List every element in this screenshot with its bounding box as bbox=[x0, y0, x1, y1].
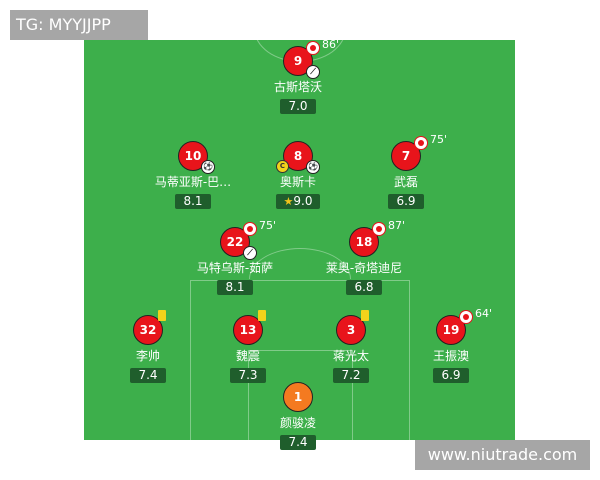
player-name: 王振澳 bbox=[432, 349, 469, 363]
rating-value: 6.9 bbox=[441, 368, 461, 382]
goal-ball-icon: ⚽ bbox=[201, 160, 215, 174]
player-name: 莱奥-奇塔迪尼 bbox=[325, 261, 403, 275]
player-name: 武磊 bbox=[393, 175, 418, 189]
player-number: 22 bbox=[226, 235, 244, 249]
player-3[interactable]: 3 蒋光太 7.2 bbox=[281, 310, 421, 383]
sub-time: 87' bbox=[388, 219, 406, 232]
player-number: 10 bbox=[184, 149, 202, 163]
player-number-badge: 3 bbox=[336, 310, 369, 345]
goal-ball-icon: ⚽ bbox=[306, 160, 320, 174]
yellow-card-icon bbox=[361, 310, 369, 321]
substitution-off-icon bbox=[243, 222, 257, 236]
rating-value: 7.3 bbox=[238, 368, 258, 382]
player-name: 马蒂亚斯-巴… bbox=[154, 175, 232, 189]
player-number: 32 bbox=[139, 323, 157, 337]
assist-icon: ⟋ bbox=[306, 65, 320, 79]
rating-value: 8.1 bbox=[225, 280, 245, 294]
player-9[interactable]: 9 86' ⟋ 古斯塔沃 7.0 bbox=[228, 39, 368, 114]
player-number: 7 bbox=[401, 149, 411, 163]
yellow-card-icon bbox=[158, 310, 166, 321]
rating-value: 6.8 bbox=[354, 280, 374, 294]
player-number-badge: 32 bbox=[133, 310, 166, 345]
rating-value: 8.1 bbox=[183, 194, 203, 208]
star-icon: ★ bbox=[283, 195, 294, 208]
player-18[interactable]: 18 87' 莱奥-奇塔迪尼 6.8 bbox=[294, 220, 434, 295]
substitution-off-icon bbox=[459, 310, 473, 324]
player-number: 8 bbox=[293, 149, 303, 163]
player-number-badge: 8 ⚽ C bbox=[276, 141, 320, 174]
player-rating: ★9.0 bbox=[275, 194, 321, 209]
rating-value: 7.0 bbox=[288, 99, 308, 113]
player-rating: 7.4 bbox=[130, 368, 166, 383]
player-number-badge: 1 bbox=[283, 382, 313, 412]
sub-time: 86' bbox=[322, 38, 340, 51]
rating-value: 7.4 bbox=[288, 435, 308, 449]
player-7[interactable]: 7 75' 武磊 6.9 bbox=[336, 134, 476, 209]
player-number: 18 bbox=[355, 235, 373, 249]
player-32[interactable]: 32 李帅 7.4 bbox=[78, 310, 218, 383]
player-rating: 8.1 bbox=[175, 194, 211, 209]
player-name: 古斯塔沃 bbox=[273, 80, 322, 94]
player-name: 李帅 bbox=[135, 349, 160, 363]
player-name: 颜骏凌 bbox=[279, 416, 316, 430]
watermark-site: www.niutrade.com bbox=[415, 440, 590, 470]
assist-icon: ⟋ bbox=[243, 246, 257, 260]
watermark-tg: TG: MYYJJPP bbox=[10, 10, 148, 40]
substitution-off-icon bbox=[414, 136, 428, 150]
player-rating: 6.9 bbox=[388, 194, 424, 209]
rating-value: 6.9 bbox=[396, 194, 416, 208]
player-name: 马特乌斯-茹萨 bbox=[196, 261, 274, 275]
player-number: 1 bbox=[293, 390, 303, 404]
captain-icon: C bbox=[276, 160, 289, 173]
player-number: 9 bbox=[293, 54, 303, 68]
player-number-badge: 7 75' bbox=[391, 134, 447, 171]
rating-value: 9.0 bbox=[293, 194, 313, 208]
player-rating: 7.2 bbox=[333, 368, 369, 383]
player-name: 魏震 bbox=[235, 349, 260, 363]
rating-value: 7.4 bbox=[138, 368, 158, 382]
player-number: 13 bbox=[239, 323, 257, 337]
player-13[interactable]: 13 魏震 7.3 bbox=[178, 310, 318, 383]
player-name: 蒋光太 bbox=[332, 349, 369, 363]
player-number-badge: 22 75' ⟋ bbox=[220, 220, 276, 260]
rating-value: 7.2 bbox=[341, 368, 361, 382]
player-rating: 7.4 bbox=[280, 435, 316, 450]
player-number: 19 bbox=[442, 323, 460, 337]
sub-time: 75' bbox=[259, 219, 277, 232]
player-rating: 8.1 bbox=[217, 280, 253, 295]
player-rating: 7.3 bbox=[230, 368, 266, 383]
penalty-box bbox=[190, 280, 410, 440]
substitution-off-icon bbox=[372, 222, 386, 236]
player-number-badge: 9 86' ⟋ bbox=[283, 39, 339, 79]
player-number-badge: 13 bbox=[233, 310, 266, 345]
player-1[interactable]: 1 颜骏凌 7.4 bbox=[228, 382, 368, 450]
player-name: 奥斯卡 bbox=[279, 175, 316, 189]
player-number: 3 bbox=[346, 323, 356, 337]
sub-time: 75' bbox=[430, 133, 448, 146]
player-22[interactable]: 22 75' ⟋ 马特乌斯-茹萨 8.1 bbox=[165, 220, 305, 295]
player-rating: 7.0 bbox=[280, 99, 316, 114]
substitution-off-icon bbox=[306, 41, 320, 55]
player-19[interactable]: 19 64' 王振澳 6.9 bbox=[381, 308, 521, 383]
player-10[interactable]: 10 ⚽ 马蒂亚斯-巴… 8.1 bbox=[123, 141, 263, 209]
player-number-badge: 18 87' bbox=[349, 220, 405, 257]
player-rating: 6.8 bbox=[346, 280, 382, 295]
sub-time: 64' bbox=[475, 307, 493, 320]
goal-area bbox=[248, 350, 353, 440]
player-rating: 6.9 bbox=[433, 368, 469, 383]
player-8[interactable]: 8 ⚽ C 奥斯卡 ★9.0 bbox=[228, 141, 368, 209]
player-number-badge: 10 ⚽ bbox=[178, 141, 215, 174]
player-number-badge: 19 64' bbox=[436, 308, 492, 345]
yellow-card-icon bbox=[258, 310, 266, 321]
